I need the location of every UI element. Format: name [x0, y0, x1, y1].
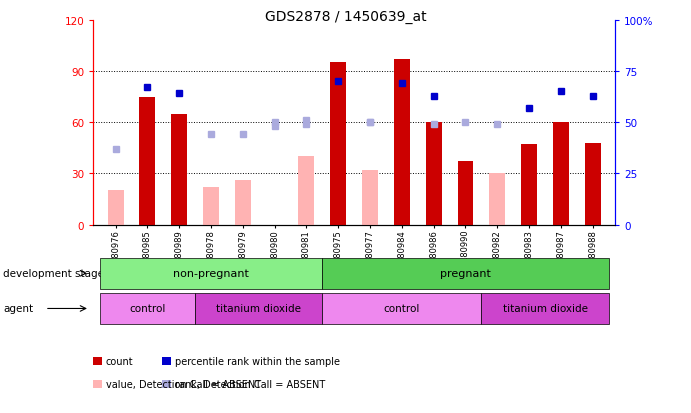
Text: control: control: [384, 304, 420, 314]
Text: agent: agent: [3, 304, 34, 314]
Text: rank, Detection Call = ABSENT: rank, Detection Call = ABSENT: [175, 379, 325, 389]
Bar: [362, 171, 378, 225]
Text: control: control: [129, 304, 166, 314]
Bar: [299, 157, 314, 225]
Bar: [489, 174, 505, 225]
Bar: [108, 191, 124, 225]
Bar: [553, 123, 569, 225]
Bar: [521, 145, 537, 225]
Bar: [140, 97, 155, 225]
Text: titanium dioxide: titanium dioxide: [502, 304, 587, 314]
Text: count: count: [106, 356, 133, 366]
Text: value, Detection Call = ABSENT: value, Detection Call = ABSENT: [106, 379, 261, 389]
Bar: [171, 114, 187, 225]
Text: pregnant: pregnant: [440, 268, 491, 279]
Bar: [585, 143, 600, 225]
Bar: [426, 123, 442, 225]
Bar: [330, 63, 346, 225]
Text: GDS2878 / 1450639_at: GDS2878 / 1450639_at: [265, 10, 426, 24]
Bar: [235, 181, 251, 225]
Bar: [394, 60, 410, 225]
Bar: [457, 162, 473, 225]
Text: percentile rank within the sample: percentile rank within the sample: [175, 356, 340, 366]
Text: non-pregnant: non-pregnant: [173, 268, 249, 279]
Text: titanium dioxide: titanium dioxide: [216, 304, 301, 314]
Bar: [203, 188, 219, 225]
Text: development stage: development stage: [3, 268, 104, 279]
